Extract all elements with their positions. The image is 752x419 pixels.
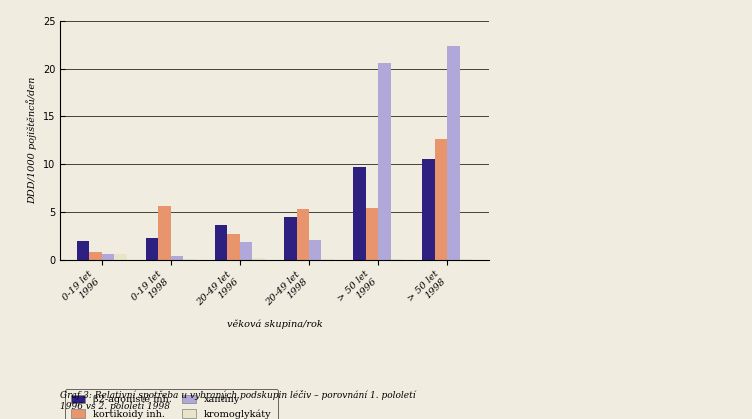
Bar [353, 167, 365, 260]
Bar [423, 158, 435, 260]
Bar [435, 140, 447, 260]
Legend: β2-agonisté inh., kortikoidy inh., xantiny, kromoglykáty: β2-agonisté inh., kortikoidy inh., xanti… [65, 389, 277, 419]
Bar [89, 252, 102, 260]
Text: Graf 3: Relativní spotřeba u vybraných podskupin léčiv – porovnání 1. pololetí
1: Graf 3: Relativní spotřeba u vybraných p… [60, 390, 416, 411]
Bar [309, 240, 322, 260]
Bar [215, 225, 227, 260]
Bar [365, 208, 378, 260]
Bar [227, 234, 240, 260]
Bar [322, 259, 334, 260]
Y-axis label: DDD/1000 pojištěnců/den: DDD/1000 pojištěnců/den [26, 77, 38, 204]
Bar [114, 254, 126, 260]
Bar [171, 256, 183, 260]
Bar [253, 258, 265, 260]
Bar [296, 209, 309, 260]
Bar [102, 254, 114, 260]
Bar [284, 217, 296, 260]
Bar [159, 206, 171, 260]
Bar [240, 243, 253, 260]
Bar [146, 238, 159, 260]
Bar [183, 259, 196, 260]
Bar [378, 63, 390, 260]
Bar [390, 259, 403, 260]
X-axis label: věková skupina/rok: věková skupina/rok [226, 320, 323, 329]
Bar [77, 241, 89, 260]
Bar [447, 46, 459, 260]
